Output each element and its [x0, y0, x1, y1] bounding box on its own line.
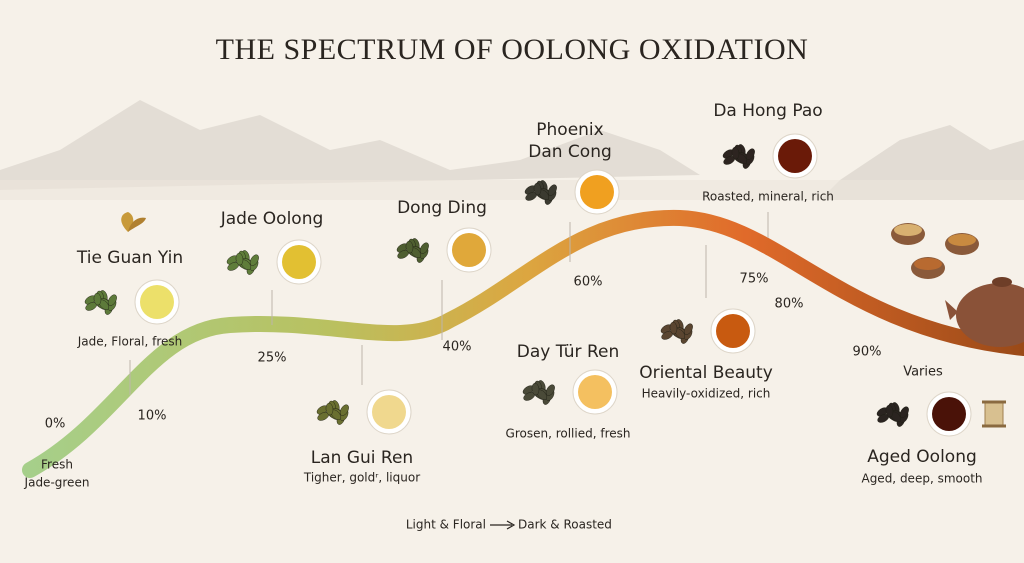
oxidation-label: 60%: [574, 275, 603, 290]
tea-description: Tigher, goldʳ, liquor: [303, 471, 420, 485]
oxidation-label: 10%: [138, 409, 167, 424]
tea-name: Dan Cong: [528, 142, 612, 162]
tea-name: Phoenix: [536, 120, 603, 140]
tea: Da Hong Pao Roasted, mineral, rich: [702, 101, 834, 204]
oxidation-curve: [22, 209, 1024, 478]
tea-liquor: [140, 285, 174, 319]
tea-description: Grosen, rollied, fresh: [506, 427, 631, 441]
tea-liquor: [932, 397, 966, 431]
tea-leaf: [405, 240, 414, 254]
connectors: [129, 212, 769, 395]
scroll-icon: [982, 400, 1006, 428]
tea-liquor: [452, 233, 486, 267]
mist: [0, 180, 1024, 200]
tea-name: Lan Gui Ren: [311, 448, 413, 468]
tea: Dong Ding: [396, 198, 492, 273]
tea: Tie Guan Yin Jade, Floral, fresh: [76, 248, 183, 349]
tea: Aged Oolong Aged, deep, smooth: [861, 391, 983, 486]
tea-leaf: [547, 184, 557, 196]
oxidation-label: 25%: [258, 351, 287, 366]
start-label: Fresh: [41, 458, 73, 472]
footer-arrow-head: [506, 520, 516, 530]
tea-leaf: [93, 292, 102, 306]
tea-leaf: [249, 254, 259, 266]
tea-leaf: [107, 294, 117, 306]
tea-leaf: [531, 382, 540, 396]
tea-leaf: [419, 242, 429, 254]
tea-leaf: [533, 182, 542, 196]
teapot-and-cups: [891, 223, 1024, 347]
tea-liquor: [778, 139, 812, 173]
tea-leaf: [745, 148, 755, 160]
oxidation-label: 75%: [740, 272, 769, 287]
tea-name: Jade Oolong: [220, 209, 324, 229]
tea-name: Dong Ding: [397, 198, 487, 218]
tea-liquor: [372, 395, 406, 429]
footer-to: Dark & Roasted: [518, 518, 612, 532]
tea: Oriental Beauty Heavily-oxidized, rich: [639, 308, 773, 401]
tea-name: Aged Oolong: [867, 447, 977, 467]
tea-description: Roasted, mineral, rich: [702, 190, 834, 204]
tea-liquor: [580, 175, 614, 209]
tea-liquor: [282, 245, 316, 279]
tea: Jade Oolong: [220, 209, 324, 285]
tea-leaf: [683, 323, 693, 335]
tea: Lan Gui Ren Tigher, goldʳ, liquor: [303, 389, 420, 485]
oxidation-label: 0%: [45, 417, 66, 432]
tea-description: Jade, Floral, fresh: [77, 335, 182, 349]
oxidation-label: Varies: [903, 365, 943, 380]
tea-name: Day Tür Ren: [517, 342, 619, 362]
tea-leaf: [339, 404, 349, 416]
oxidation-label: 40%: [443, 340, 472, 355]
tea-liquor: [716, 314, 750, 348]
start-label: Jade-green: [24, 476, 90, 490]
tea-leaf: [325, 402, 334, 416]
tea-description: Heavily-oxidized, rich: [642, 387, 771, 401]
tea: Day Tür Ren Grosen, rollied, fresh: [506, 342, 631, 441]
tea-leaf: [731, 146, 740, 160]
leaf-icon: [121, 212, 146, 232]
footer-from: Light & Floral: [406, 518, 486, 532]
oxidation-label: 80%: [775, 297, 804, 312]
tea-leaf: [669, 321, 678, 335]
tea-name: Oriental Beauty: [639, 363, 773, 383]
tea-liquor: [578, 375, 612, 409]
tea-leaf: [885, 404, 894, 418]
mountains: [0, 100, 700, 190]
tea-name: Tie Guan Yin: [76, 248, 183, 268]
tea-leaf: [545, 384, 555, 396]
tea-leaf: [899, 406, 909, 418]
oxidation-label: 90%: [853, 345, 882, 360]
title: THE SPECTRUM OF OOLONG OXIDATION: [216, 33, 809, 66]
tea-leaf: [235, 252, 244, 266]
tea-description: Aged, deep, smooth: [861, 472, 982, 486]
tea-name: Da Hong Pao: [713, 101, 822, 121]
